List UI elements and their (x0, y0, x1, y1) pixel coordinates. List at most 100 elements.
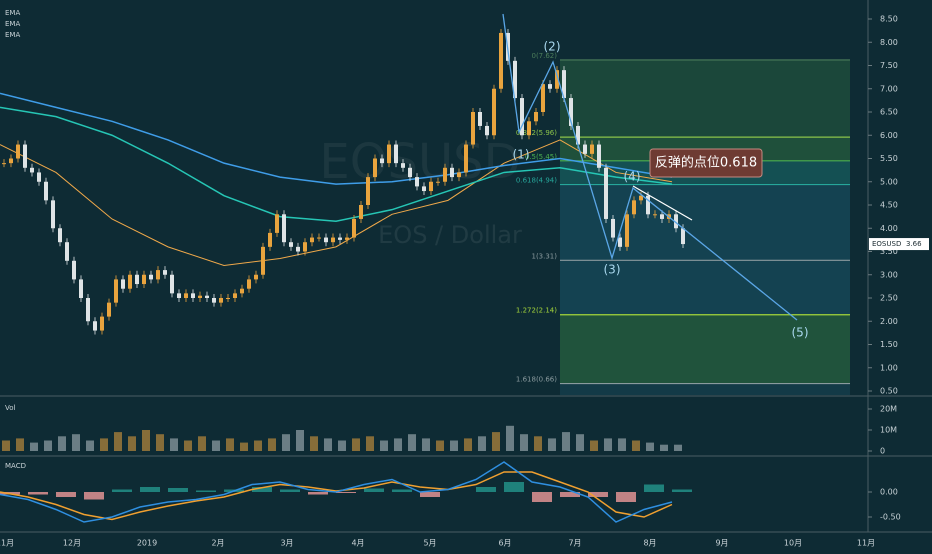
macd-hist (644, 484, 664, 492)
candle (170, 274, 174, 294)
volume-bar (198, 436, 206, 451)
candle (37, 172, 41, 182)
ema-line (0, 139, 673, 266)
ema-line (0, 92, 673, 185)
candle (177, 293, 181, 298)
candle (233, 293, 237, 298)
candle (191, 293, 195, 298)
volume-bar (380, 440, 388, 451)
y-tick-label: 8.00 (880, 38, 898, 47)
x-tick-label: 9月 (715, 539, 728, 548)
candle (534, 112, 538, 122)
candle (23, 144, 27, 168)
candle (268, 232, 272, 247)
volume-bar (114, 432, 122, 451)
candle (492, 88, 496, 136)
volume-bar (30, 442, 38, 451)
candle (240, 288, 244, 294)
fib-zone (560, 383, 850, 395)
candle (681, 228, 685, 245)
fib-zone (560, 260, 850, 315)
pane-label: MACD (5, 462, 26, 470)
last-price: 3.66 (906, 240, 922, 248)
candle (345, 237, 349, 240)
legend-item: EMA (5, 31, 20, 39)
legend-item: EMA (5, 20, 20, 28)
volume-bar (86, 440, 94, 451)
y-tick-label: 7.50 (880, 61, 898, 70)
candle (219, 298, 223, 303)
candle (674, 214, 678, 229)
volume-bar (422, 438, 430, 451)
candle (520, 98, 524, 136)
x-tick-label: 2月 (211, 539, 224, 548)
x-tick-label: 2019 (137, 539, 157, 548)
volume-bar (352, 438, 360, 451)
candle (100, 316, 104, 331)
volume-bar (142, 430, 150, 451)
fib-label: 0(7.62) (531, 52, 557, 60)
volume-bar (100, 438, 108, 451)
candle (44, 181, 48, 201)
macd-hist (196, 490, 216, 492)
y-tick-label: 20M (880, 405, 897, 414)
volume-bar (478, 436, 486, 451)
volume-bar (562, 432, 570, 451)
candle (597, 144, 601, 168)
x-tick-label: 11月 (0, 539, 14, 548)
volume-bar (72, 434, 80, 451)
macd-hist (420, 492, 440, 497)
candle (569, 98, 573, 126)
candle (380, 158, 384, 164)
volume-bar (590, 440, 598, 451)
macd-hist (252, 487, 272, 492)
macd-hist (140, 487, 160, 492)
volume-bar (184, 440, 192, 451)
candle (373, 158, 377, 178)
candle (548, 84, 552, 89)
y-tick-label: 1.00 (880, 363, 898, 372)
y-tick-label: 3.00 (880, 270, 898, 279)
candle (415, 177, 419, 187)
x-tick-label: 10月 (784, 539, 802, 548)
volume-bar (520, 434, 528, 451)
volume-bar (534, 436, 542, 451)
candle (254, 274, 258, 280)
y-tick-label: 2.00 (880, 317, 898, 326)
candle (212, 298, 216, 303)
y-tick-label: 1.50 (880, 340, 898, 349)
candle (86, 298, 90, 322)
x-tick-label: 11月 (857, 539, 875, 548)
x-tick-label: 3月 (280, 539, 293, 548)
candle (338, 237, 342, 240)
candle (485, 125, 489, 136)
volume-bar (58, 436, 66, 451)
macd-hist (364, 488, 384, 492)
annotation-box (649, 148, 763, 178)
candle (310, 237, 314, 243)
candle (282, 214, 286, 243)
macd-macd (0, 461, 673, 523)
candle (632, 200, 636, 215)
candle (16, 144, 20, 159)
volume-bar (324, 438, 332, 451)
macd-hist (168, 488, 188, 492)
fib-label: 0.382(5.96) (516, 129, 557, 137)
volume-bar (492, 432, 500, 451)
volume-bar (660, 444, 668, 451)
x-tick-label: 4月 (351, 539, 364, 548)
x-tick-label: 5月 (423, 539, 436, 548)
candle (107, 302, 111, 317)
candle (93, 321, 97, 331)
fib-label: 0.618(4.94) (516, 177, 557, 185)
candle (450, 167, 454, 178)
candle (499, 32, 503, 89)
volume-bar (156, 434, 164, 451)
volume-bar (436, 440, 444, 451)
pane-label: Vol (5, 404, 16, 412)
x-tick-label: 7月 (568, 539, 581, 548)
wave-label: (1) (513, 148, 530, 162)
macd-hist (588, 492, 608, 497)
candle (639, 195, 643, 201)
